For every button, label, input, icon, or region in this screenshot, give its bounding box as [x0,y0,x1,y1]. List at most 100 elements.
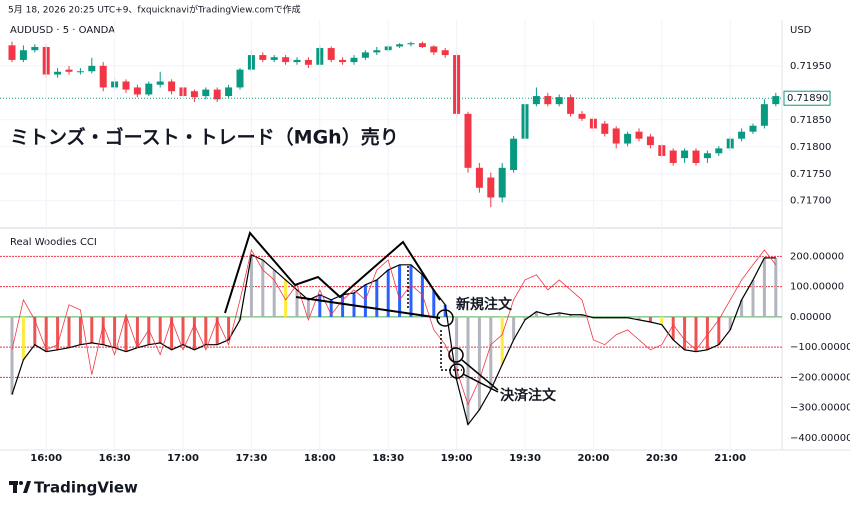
histogram-bar [637,316,641,320]
histogram-bar [683,316,687,350]
candle-body [578,113,586,119]
histogram-bar [21,316,25,360]
histogram-bar [341,294,345,317]
brand-logo: TradingView [9,479,138,497]
histogram-bar [318,294,322,317]
histogram-bar [477,316,481,410]
pointer-line [462,373,499,393]
candle-body [760,104,768,126]
candle-body [156,81,164,85]
x-tick-label: 20:30 [646,453,678,464]
histogram-bar [261,259,265,317]
exit-circle [449,363,465,379]
histogram-bar [523,316,527,320]
candle-body [749,125,757,132]
candle-body [498,167,506,198]
y-tick-label: −100.00000 [790,342,850,353]
histogram-bar [569,314,573,317]
candle-body [259,55,267,60]
m-pattern [224,230,441,314]
currency-label: USD [790,25,812,36]
candle-body [441,50,449,56]
annotation-exit: 決済注文 [500,387,557,404]
x-tick-label: 16:00 [30,453,62,464]
candle-body [544,96,552,105]
candle-body [418,43,426,47]
caption: 5月 18, 2026 20:25 UTC+9、fxquicknaviがTrad… [8,4,301,16]
candle-body [601,123,609,134]
candle-body [487,177,495,198]
histogram-bar [56,316,60,350]
candle-body [567,97,575,114]
candle-body [65,69,73,72]
candle-body [270,57,278,60]
exit-circle [448,347,464,363]
histogram-bar [67,316,71,348]
histogram-bar [466,316,470,425]
candle-body [475,167,483,188]
histogram-bar [33,316,37,345]
histogram-bar [295,289,299,317]
y-tick-label: −200.00000 [790,372,850,383]
x-tick-label: 20:00 [577,453,609,464]
histogram-bar [135,316,139,348]
histogram-bar [375,279,379,317]
candle-body [715,148,723,154]
neckline [295,296,441,319]
candle-body [293,59,301,63]
histogram-bar [124,316,128,352]
histogram-bar [284,279,288,317]
candle-body [31,46,39,51]
histogram-bar [694,316,698,352]
histogram-bar [113,316,117,348]
candle-body [19,50,27,60]
logo-mark [19,481,23,485]
candle-body [692,150,700,163]
candle-body [190,91,198,98]
y-tick-label: 0.71700 [790,196,831,207]
x-tick-label: 19:30 [509,453,541,464]
histogram-bar [398,264,402,317]
candle-body [76,71,84,73]
candle-body [236,69,244,88]
y-tick-label: 0.71800 [790,142,831,153]
candle-body [282,57,290,63]
histogram-bar [717,316,721,345]
y-tick-label: 0.71750 [790,169,831,180]
signal-line [11,248,777,406]
candle-body [612,128,620,144]
logo-mark [23,481,31,493]
x-tick-label: 18:30 [372,453,404,464]
histogram-bar [705,316,709,350]
histogram-bar [443,304,447,317]
histogram-bar [512,316,516,340]
candle-body [373,50,381,53]
histogram-bar [671,316,675,340]
annotation-entry: 新規注文 [456,296,513,313]
x-tick-label: 16:30 [99,453,131,464]
histogram-bar [774,257,778,317]
x-tick-label: 17:30 [235,453,267,464]
candle-body [122,81,130,90]
cci-line [11,253,776,426]
histogram-bar [762,257,766,317]
candle-body [703,153,711,159]
histogram-bar [386,269,390,317]
indicator-title: Real Woodies CCI [10,237,97,248]
y-tick-label: 200.00000 [790,251,844,262]
histogram-bar [215,316,219,345]
brand-name: TradingView [34,479,138,497]
candle-body [407,43,415,45]
y-tick-label: 100.00000 [790,282,844,293]
candle-body [738,131,746,139]
histogram-bar [44,316,48,352]
y-tick-label: 0.71850 [790,115,831,126]
candle-body [339,59,347,63]
x-tick-label: 17:00 [167,453,199,464]
candle-body [202,89,210,97]
histogram-bar [101,316,105,345]
last-price-label: 0.71890 [787,93,828,104]
histogram-bar [580,314,584,317]
candle-body [8,45,16,60]
